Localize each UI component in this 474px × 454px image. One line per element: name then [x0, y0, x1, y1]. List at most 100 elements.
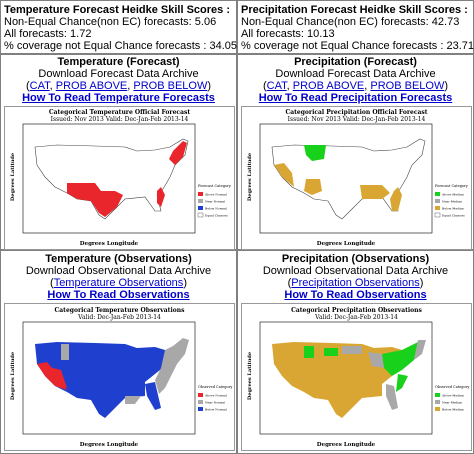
paren-close: )	[419, 277, 424, 289]
map-title: Categorical Temperature Observations	[54, 307, 185, 314]
map-subtitle: Issued: Nov 2013 Valid: Dec-Jan-Feb 2013…	[50, 116, 189, 123]
map-legend: Observed Category Above Normal Near Norm…	[198, 385, 232, 412]
precipitation-coverage-row: % coverage not Equal Chance forecasts : …	[241, 40, 474, 52]
map-figure: Degrees Latitude Degrees Longitude Obser…	[10, 321, 232, 448]
temperature-nonec-label: Non-Equal Chance(non EC) forecasts:	[4, 16, 192, 28]
temperature-scores-title: Temperature Forecast Heidke Skill Scores…	[4, 4, 230, 16]
legend-label: Equal Chances	[205, 214, 228, 218]
how-to-read-observations-link[interactable]: How To Read Observations	[284, 289, 427, 301]
legend-label: Below Median	[442, 207, 464, 211]
below-median-region	[274, 163, 402, 211]
map-title: Categorical Precipitation Official Forec…	[285, 109, 428, 116]
legend-label: Above Median	[441, 394, 464, 398]
map-legend: Forecast Category Above Median Near Medi…	[434, 184, 468, 218]
precipitation-observations-title: Precipitation (Observations)	[281, 253, 430, 265]
temperature-coverage-row: % coverage not Equal Chance forecasts : …	[4, 40, 237, 52]
x-axis-label: Degrees Longitude	[317, 241, 376, 247]
y-axis-label: Degrees Latitude	[247, 153, 253, 201]
paren-open: (	[25, 80, 30, 92]
legend-label: Near Median	[442, 401, 462, 405]
near-normal-region	[61, 338, 189, 410]
y-axis-label: Degrees Latitude	[10, 352, 16, 400]
map-figure: Degrees Latitude Degrees Longitude Obser…	[247, 321, 469, 448]
temperature-observations-map[interactable]: Categorical Temperature Observations Val…	[4, 303, 235, 451]
how-to-read-temperature-forecasts-link[interactable]: How To Read Temperature Forecasts	[22, 92, 215, 104]
temperature-prob-above-link[interactable]: PROB ABOVE	[55, 80, 128, 92]
legend-title: Observed Category	[435, 385, 469, 389]
legend-label: Above Normal	[204, 193, 227, 197]
x-axis-label: Degrees Longitude	[80, 241, 139, 247]
legend-swatch-below	[435, 407, 440, 411]
above-median-region	[304, 145, 326, 161]
y-axis-label: Degrees Latitude	[10, 153, 16, 201]
legend-label: Near Normal	[205, 401, 225, 405]
paren-open: (	[50, 277, 54, 289]
legend-swatch-ec	[434, 212, 441, 218]
temperature-observations-link[interactable]: Temperature Observations	[53, 277, 184, 289]
legend-swatch-above	[198, 192, 203, 196]
legend-label: Below Normal	[205, 408, 227, 412]
temperature-observations-links: (Temperature Observations)	[1, 277, 236, 289]
temperature-forecast-map[interactable]: Categorical Temperature Official Forecas…	[4, 106, 235, 250]
precipitation-observations-links: (Precipitation Observations)	[238, 277, 473, 289]
map-subtitle: Valid: Dec-Jan-Feb 2013-14	[315, 314, 398, 321]
temperature-cat-link[interactable]: CAT	[29, 80, 50, 92]
legend-label: Above Median	[441, 193, 464, 197]
legend-swatch-above	[435, 393, 440, 397]
legend-swatch-near	[198, 400, 203, 404]
precipitation-skill-scores: Precipitation Forecast Heidke Skill Scor…	[237, 0, 474, 54]
precipitation-prob-below-link[interactable]: PROB BELOW	[370, 80, 445, 92]
map-title: Categorical Temperature Official Forecas…	[48, 109, 191, 116]
x-axis-label: Degrees Longitude	[317, 442, 376, 448]
precipitation-observations-link[interactable]: Precipitation Observations	[291, 277, 420, 289]
precipitation-all-value: 10.13	[307, 28, 335, 40]
legend-swatch-below	[435, 206, 440, 210]
temperature-prob-below-link[interactable]: PROB BELOW	[133, 80, 208, 92]
separator: ,	[127, 80, 131, 92]
legend-title: Forecast Category	[198, 184, 231, 188]
precipitation-prob-above-link[interactable]: PROB ABOVE	[292, 80, 365, 92]
map-figure: Degrees Latitude Degrees Longitude Forec…	[247, 123, 468, 247]
map-figure: Degrees Latitude Degrees Longitude Forec…	[10, 123, 231, 247]
temperature-forecast-title: Temperature (Forecast)	[57, 56, 180, 68]
legend-label: Equal Chances	[442, 214, 465, 218]
legend-title: Observed Category	[198, 385, 232, 389]
legend-swatch-near	[435, 199, 440, 203]
legend-swatch-above	[198, 393, 203, 397]
map-legend: Observed Category Above Median Near Medi…	[435, 385, 469, 412]
map-legend: Forecast Category Above Normal Near Norm…	[197, 184, 231, 218]
precipitation-nonec-label: Non-Equal Chance(non EC) forecasts:	[241, 16, 429, 28]
x-axis-label: Degrees Longitude	[80, 442, 139, 448]
paren-close: )	[207, 80, 212, 92]
legend-label: Near Median	[442, 200, 462, 204]
precipitation-scores-title: Precipitation Forecast Heidke Skill Scor…	[241, 4, 468, 16]
y-axis-label: Degrees Latitude	[247, 352, 253, 400]
above-median-region	[304, 342, 418, 392]
separator: ,	[286, 80, 290, 92]
precipitation-forecast-map[interactable]: Categorical Precipitation Official Forec…	[241, 106, 472, 250]
precipitation-forecast-download: Download Forecast Data Archive	[275, 68, 436, 80]
precipitation-coverage-value: 23.71	[446, 40, 474, 52]
temperature-coverage-value: 34.05	[209, 40, 237, 52]
precipitation-nonec-row: Non-Equal Chance(non EC) forecasts: 42.7…	[241, 16, 473, 28]
temperature-forecast-panel: Temperature (Forecast) Download Forecast…	[0, 54, 237, 250]
legend-label: Near Normal	[205, 200, 225, 204]
precipitation-observations-download: Download Observational Data Archive	[262, 265, 449, 277]
how-to-read-precipitation-forecasts-link[interactable]: How To Read Precipitation Forecasts	[258, 92, 453, 104]
precipitation-observations-map[interactable]: Categorical Precipitation Observations V…	[241, 303, 472, 451]
precipitation-cat-link[interactable]: CAT	[266, 80, 287, 92]
separator: ,	[49, 80, 53, 92]
legend-swatch-near	[435, 400, 440, 404]
temperature-observations-title: Temperature (Observations)	[45, 253, 192, 265]
legend-swatch-near	[198, 199, 203, 203]
paren-close: )	[444, 80, 449, 92]
precipitation-forecast-title: Precipitation (Forecast)	[294, 56, 417, 68]
above-normal-region	[37, 362, 67, 390]
temperature-observations-panel: Temperature (Observations) Download Obse…	[0, 250, 237, 454]
below-normal-region	[35, 342, 165, 418]
how-to-read-observations-link[interactable]: How To Read Observations	[47, 289, 190, 301]
map-subtitle: Valid: Dec-Jan-Feb 2013-14	[78, 314, 161, 321]
legend-label: Below Normal	[205, 207, 227, 211]
precipitation-forecast-panel: Precipitation (Forecast) Download Foreca…	[237, 54, 474, 250]
